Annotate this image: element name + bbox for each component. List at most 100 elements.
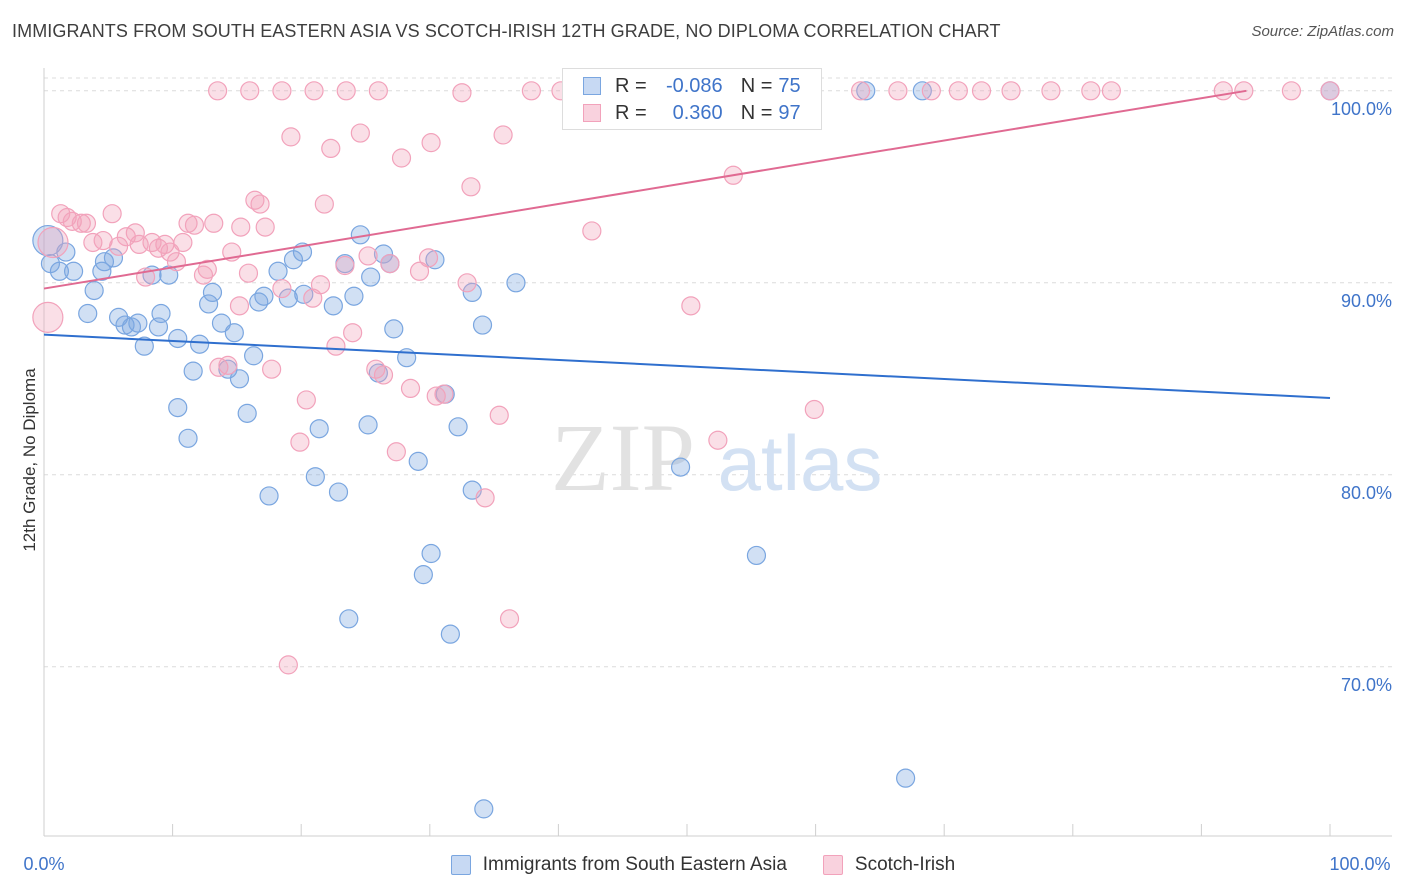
legend-n-label: N = [740, 101, 773, 124]
legend-swatch-pink [583, 104, 601, 122]
point-immigrants [78, 303, 98, 324]
point-immigrants [384, 319, 404, 339]
x-tick-label-max: 100.0% [1329, 854, 1390, 874]
point-scotch-irish [888, 81, 908, 101]
y-tick-label: 70.0% [1341, 675, 1392, 695]
point-scotch-irish [310, 275, 331, 295]
legend-item-immigrants[interactable]: Immigrants from South Eastern Asia [450, 854, 787, 876]
point-immigrants [249, 292, 269, 312]
point-immigrants [168, 328, 188, 349]
point-immigrants [462, 282, 482, 302]
point-scotch-irish [245, 190, 265, 210]
point-scotch-irish [278, 655, 298, 675]
legend-n-value: 75 [778, 74, 801, 97]
point-scotch-irish [457, 273, 477, 293]
point-scotch-irish [281, 127, 301, 147]
point-immigrants [361, 267, 381, 287]
point-immigrants [244, 346, 264, 366]
legend-item-scotch-irish[interactable]: Scotch-Irish [822, 854, 956, 876]
point-scotch-irish [1281, 81, 1302, 101]
point-scotch-irish [173, 232, 193, 253]
legend-row-immigrants: R = -0.086 N = 75 [583, 74, 801, 98]
point-immigrants [49, 261, 70, 281]
point-immigrants [448, 417, 468, 437]
point-immigrants [202, 282, 223, 302]
point-immigrants [413, 565, 433, 585]
point-scotch-irish [358, 246, 378, 266]
legend-swatch-pink [822, 855, 843, 875]
y-tick-label: 80.0% [1341, 483, 1392, 503]
point-scotch-irish [421, 133, 441, 153]
chart-title: IMMIGRANTS FROM SOUTH EASTERN ASIA VS SC… [12, 21, 1001, 41]
point-immigrants [746, 545, 767, 566]
point-scotch-irish [336, 81, 356, 101]
point-scotch-irish [921, 81, 941, 101]
legend-label-scotch-irish: Scotch-Irish [854, 854, 956, 875]
point-immigrants [224, 323, 244, 343]
point-scotch-irish [1001, 81, 1021, 101]
point-immigrants [408, 451, 428, 471]
point-scotch-irish [489, 405, 509, 425]
point-scotch-irish [326, 336, 346, 356]
point-immigrants [474, 799, 494, 819]
point-scotch-irish [1081, 81, 1101, 101]
point-immigrants [259, 486, 279, 506]
trend-line-immigrants [43, 333, 1331, 399]
point-immigrants [339, 609, 359, 629]
legend-label-immigrants: Immigrants from South Eastern Asia [482, 854, 787, 875]
point-scotch-irish [290, 432, 310, 452]
point-immigrants [199, 294, 219, 314]
point-immigrants [103, 248, 124, 268]
point-scotch-irish [366, 359, 386, 379]
point-immigrants [84, 280, 104, 301]
point-immigrants [190, 334, 210, 354]
point-scotch-irish [71, 213, 91, 233]
point-scotch-irish [971, 81, 992, 101]
point-scotch-irish [582, 221, 602, 241]
point-scotch-irish [262, 359, 282, 379]
point-scotch-irish [493, 125, 513, 145]
correlation-legend: R = -0.086 N = 75 R = 0.360 N = 97 [562, 68, 822, 130]
point-scotch-irish [391, 148, 412, 168]
legend-r-value: 0.360 [672, 101, 723, 124]
point-scotch-irish [426, 386, 446, 406]
point-scotch-irish [475, 488, 495, 508]
point-immigrants [134, 336, 154, 356]
point-scotch-irish [400, 378, 421, 398]
point-scotch-irish [1320, 81, 1340, 101]
point-scotch-irish [102, 204, 122, 224]
point-scotch-irish [1041, 81, 1061, 101]
point-scotch-irish [229, 296, 250, 316]
point-scotch-irish [272, 278, 292, 299]
point-immigrants [63, 261, 84, 281]
point-scotch-irish [197, 259, 217, 279]
point-scotch-irish [160, 242, 180, 262]
point-immigrants [506, 273, 526, 293]
point-immigrants [323, 296, 343, 316]
point-scotch-irish [238, 263, 259, 283]
point-scotch-irish [804, 399, 824, 420]
point-immigrants [278, 288, 298, 308]
legend-swatch-blue [583, 77, 601, 95]
point-scotch-irish [296, 390, 316, 410]
point-immigrants [328, 482, 349, 502]
legend-n-value: 97 [778, 101, 801, 124]
series-immigrants-points [32, 81, 1340, 819]
point-scotch-irish [208, 81, 228, 101]
point-scotch-irish [499, 609, 520, 629]
point-scotch-irish [434, 384, 454, 404]
watermark-atlas: atlas [718, 419, 883, 507]
point-immigrants [421, 543, 441, 564]
legend-r-label: R = [615, 74, 647, 97]
point-scotch-irish [32, 301, 64, 333]
point-immigrants [309, 419, 329, 439]
trend-line-scotch-irish [43, 89, 1247, 290]
tick-labels: 70.0% 80.0% 90.0% 100.0% 0.0% 100.0% [23, 99, 1392, 874]
point-immigrants [305, 467, 325, 487]
trend-lines [43, 89, 1331, 399]
point-scotch-irish [409, 261, 430, 281]
point-scotch-irish [521, 81, 541, 101]
series-scotch-irish-points [32, 81, 1340, 675]
legend-r-label: R = [615, 101, 647, 124]
point-scotch-irish [386, 442, 406, 462]
